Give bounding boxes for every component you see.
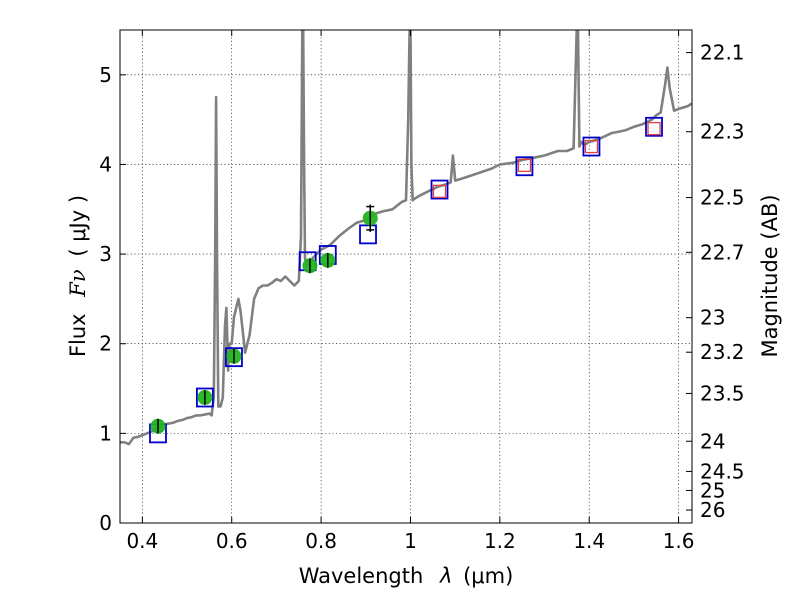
x-tick-label: 0.6 (216, 529, 248, 553)
model-photometry-square (225, 347, 243, 368)
mag-tick-label: 23 (700, 306, 725, 330)
mag-tick-label: 22.5 (700, 186, 745, 210)
x-tick-label: 1.2 (484, 529, 516, 553)
y-axis-label-unit: ( μJy ) (66, 195, 90, 257)
mag-tick-label: 25 (700, 478, 725, 502)
y-axis-ticks: 0 1 2 3 4 5 (99, 63, 126, 535)
x-tick-label: 1.4 (573, 529, 605, 553)
plot-frame (119, 29, 693, 524)
x-tick-label: 1 (404, 529, 417, 553)
y-axis-label: Flux Fν ( μJy ) (66, 195, 90, 357)
mag-tick-label: 22.3 (700, 120, 745, 144)
x-tick-label: 0.8 (305, 529, 337, 553)
predicted-photometry-square (517, 158, 532, 173)
mag-tick-label: 22.1 (700, 41, 745, 65)
mag-tick-label: 22.7 (700, 240, 745, 264)
x-axis-ticks: 0.4 0.6 0.8 1 1.2 1.4 1.6 (126, 30, 695, 553)
y-tick-label: 2 (99, 332, 112, 356)
mag-tick-label: 24.5 (700, 459, 745, 483)
y-axis-label-symbol: Fν (66, 269, 90, 298)
model-photometry-square (196, 387, 214, 408)
right-axis-label: Magnitude (AB) (758, 194, 782, 357)
model-photometry-square (359, 224, 377, 245)
model-photometry-square (645, 116, 663, 137)
predicted-photometry-square (584, 139, 599, 154)
model-photometry-square (515, 156, 534, 177)
mag-tick-label: 23.2 (700, 340, 745, 364)
mag-tick-label: 24 (700, 429, 725, 453)
y-tick-label: 1 (99, 421, 112, 445)
grid-lines (120, 30, 692, 523)
predicted-photometry-series (432, 121, 661, 198)
x-tick-label: 1.6 (663, 529, 695, 553)
y-tick-label: 0 (99, 511, 112, 535)
y-axis-label-main: Flux (66, 313, 90, 357)
model-photometry-square (430, 179, 449, 200)
x-axis-label-unit: (μm) (463, 564, 513, 588)
mag-tick-label: 23.5 (700, 381, 745, 405)
x-axis-label-symbol: λ (439, 564, 452, 588)
predicted-photometry-square (647, 121, 661, 136)
y-tick-label: 3 (99, 242, 112, 266)
x-tick-label: 0.4 (126, 529, 158, 553)
y-tick-label: 5 (99, 63, 112, 87)
predicted-photometry-square (432, 184, 447, 198)
model-photometry-series (149, 116, 663, 444)
x-axis-label-main: Wavelength (299, 564, 424, 588)
spectrum-series (120, 30, 692, 446)
model-photometry-square (582, 136, 601, 157)
observed-photometry-series (150, 204, 378, 434)
mag-tick-label: 26 (700, 498, 725, 522)
y-tick-label: 4 (99, 152, 112, 176)
spectrum-line (120, 30, 692, 446)
x-axis-label: Wavelength λ (μm) (299, 564, 514, 588)
